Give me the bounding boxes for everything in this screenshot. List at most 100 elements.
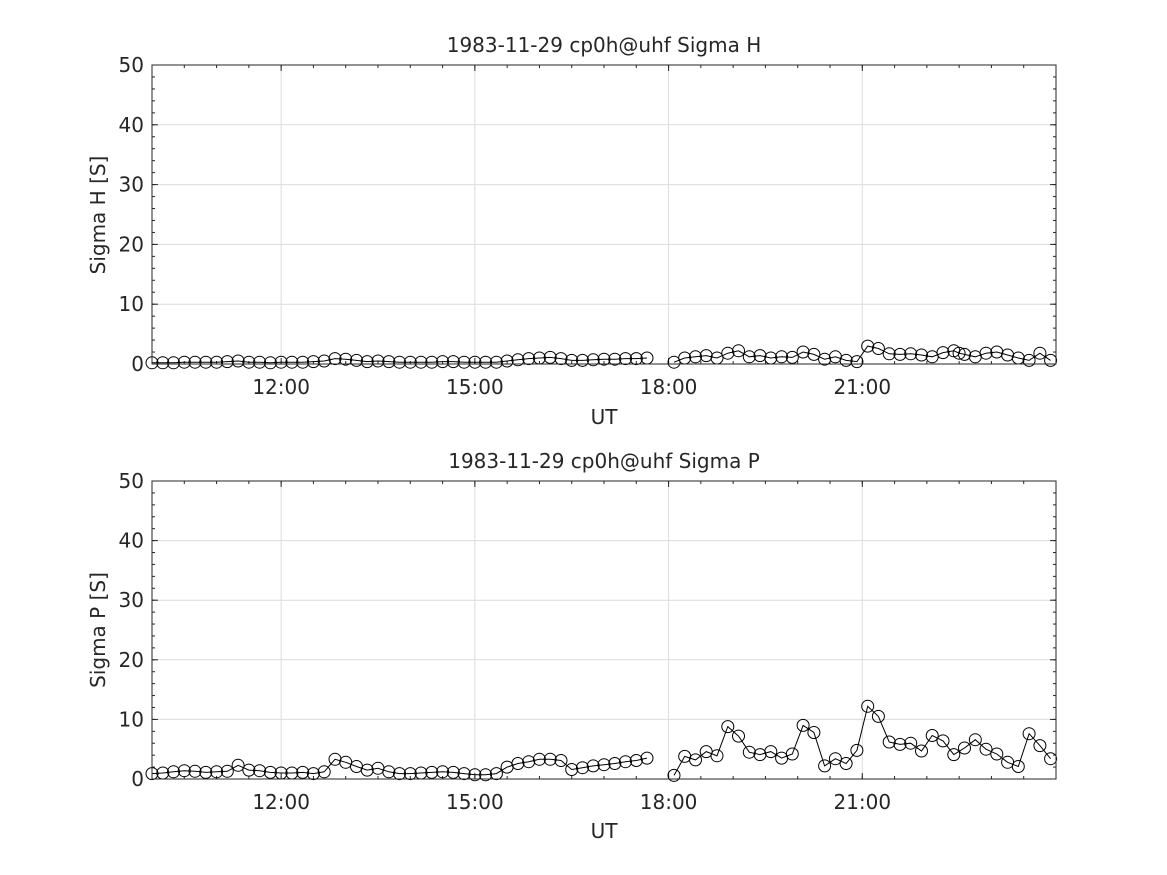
- sigma-p-data-point: [732, 729, 745, 743]
- sigma-h-data-point: [597, 352, 611, 366]
- sigma-h-data-point: [328, 352, 342, 366]
- sigma-p-data-point: [785, 747, 799, 761]
- sigma-p-data-point: [489, 767, 503, 781]
- sigma-h-data-point: [285, 355, 299, 369]
- sigma-h-y-tick-label: 50: [119, 53, 144, 77]
- sigma-h-series-line: [152, 345, 1051, 364]
- sigma-h-data-point: [382, 355, 396, 369]
- sigma-p-data-point: [522, 755, 536, 769]
- sigma-p-data-point: [317, 765, 331, 779]
- sigma-h-data-point: [425, 355, 439, 369]
- sigma-h-data-point: [721, 346, 735, 360]
- sigma-p-data-point: [764, 745, 778, 759]
- sigma-h-data-point: [796, 345, 810, 359]
- sigma-p-data-point: [360, 763, 374, 777]
- sigma-h-data-point: [436, 355, 450, 369]
- sigma-h-data-point: [242, 355, 256, 369]
- sigma-h-data-point: [543, 350, 557, 364]
- sigma-p-data-point: [242, 763, 256, 777]
- sigma-h-data-point: [414, 355, 428, 369]
- sigma-h-data-point: [689, 350, 702, 364]
- sigma-h-data-point: [979, 346, 993, 360]
- sigma-h-data-point: [576, 353, 589, 367]
- sigma-h-data-point: [317, 354, 331, 368]
- sigma-p-data-point: [167, 765, 180, 779]
- sigma-p-markers: [145, 699, 1058, 782]
- sigma-p-title: 1983-11-29 cp0h@uhf Sigma P: [448, 449, 760, 473]
- sigma-p-data-point: [597, 758, 611, 772]
- sigma-h-data-point: [629, 352, 643, 366]
- sigma-p-data-point: [468, 768, 482, 782]
- sigma-h-data-point: [511, 353, 525, 367]
- sigma-h-data-point: [871, 342, 885, 355]
- sigma-h-data-point: [586, 353, 600, 367]
- sigma-h-data-point: [608, 352, 622, 366]
- sigma-p-data-point: [210, 765, 224, 779]
- sigma-h-data-point: [350, 353, 363, 367]
- sigma-p-data-point: [958, 741, 971, 755]
- sigma-p-data-point: [936, 734, 950, 748]
- sigma-p-data-point: [220, 764, 234, 778]
- sigma-h-grid: [152, 65, 1056, 364]
- sigma-p-data-point: [177, 764, 191, 778]
- sigma-p-x-tick-label: 21:00: [833, 790, 891, 814]
- sigma-h-data-point: [457, 355, 471, 369]
- sigma-h-x-label: UT: [591, 405, 619, 429]
- sigma-p-data-point: [436, 765, 450, 779]
- sigma-p-data-point: [828, 752, 842, 766]
- sigma-p-y-tick-label: 30: [119, 588, 144, 612]
- sigma-h-axes-frame: [151, 64, 1057, 365]
- sigma-h-y-tick-label: 0: [131, 352, 144, 376]
- sigma-p-data-point: [425, 765, 439, 779]
- sigma-p-data-point: [296, 765, 310, 779]
- sigma-p-data-point: [619, 755, 632, 769]
- sigma-h-data-point: [915, 348, 928, 362]
- sigma-h-y-label: Sigma H [S]: [86, 156, 110, 275]
- sigma-h-data-point: [167, 356, 180, 370]
- sigma-h-data-point: [753, 349, 767, 363]
- sigma-p-data-point: [576, 761, 589, 775]
- sigma-p-x-label: UT: [591, 819, 619, 843]
- sigma-h-data-point: [952, 346, 966, 360]
- sigma-h-data-point: [296, 355, 310, 369]
- sigma-h-data-point: [936, 346, 950, 360]
- sigma-h-data-point: [1022, 353, 1036, 367]
- sigma-h-data-point: [565, 353, 579, 367]
- sigma-p-data-point: [861, 699, 875, 713]
- sigma-h-data-point: [306, 355, 320, 369]
- sigma-p-data-point: [306, 767, 320, 781]
- sigma-p-data-point: [586, 759, 600, 773]
- sigma-p-data-point: [393, 767, 406, 781]
- sigma-h-data-point: [220, 355, 234, 369]
- sigma-p-y-label: Sigma P [S]: [86, 572, 110, 688]
- sigma-p-data-point: [742, 745, 756, 759]
- sigma-p-grid: [152, 481, 1056, 779]
- sigma-h-panel: 1983-11-29 cp0h@uhf Sigma H UT Sigma H […: [86, 33, 1058, 429]
- sigma-p-data-point: [199, 765, 213, 779]
- sigma-p-data-point: [188, 764, 202, 778]
- sigma-p-x-tick-label: 12:00: [252, 790, 310, 814]
- sigma-h-data-point: [253, 355, 267, 369]
- sigma-p-data-point: [1033, 739, 1047, 753]
- sigma-h-data-point: [188, 355, 202, 369]
- sigma-p-data-point: [710, 749, 724, 763]
- sigma-p-data-point: [608, 757, 622, 770]
- sigma-h-data-point: [210, 355, 224, 369]
- sigma-h-data-point: [371, 354, 385, 368]
- sigma-p-y-tick-label: 40: [119, 529, 144, 553]
- sigma-h-data-point: [742, 350, 756, 364]
- sigma-p-axes-frame: [151, 480, 1057, 780]
- sigma-p-data-point: [721, 720, 735, 734]
- sigma-p-data-point: [689, 753, 702, 767]
- sigma-h-data-point: [904, 347, 918, 361]
- sigma-p-data-point: [554, 754, 568, 767]
- sigma-p-data-point: [850, 743, 864, 757]
- sigma-p-data-point: [479, 768, 493, 782]
- sigma-h-data-point: [958, 347, 971, 361]
- sigma-p-data-point: [543, 752, 557, 766]
- sigma-p-data-point: [253, 764, 267, 778]
- sigma-h-data-point: [489, 355, 503, 369]
- sigma-p-y-tick-label: 10: [119, 707, 144, 731]
- sigma-p-y-tick-label: 0: [131, 767, 144, 791]
- sigma-h-data-point: [446, 355, 460, 369]
